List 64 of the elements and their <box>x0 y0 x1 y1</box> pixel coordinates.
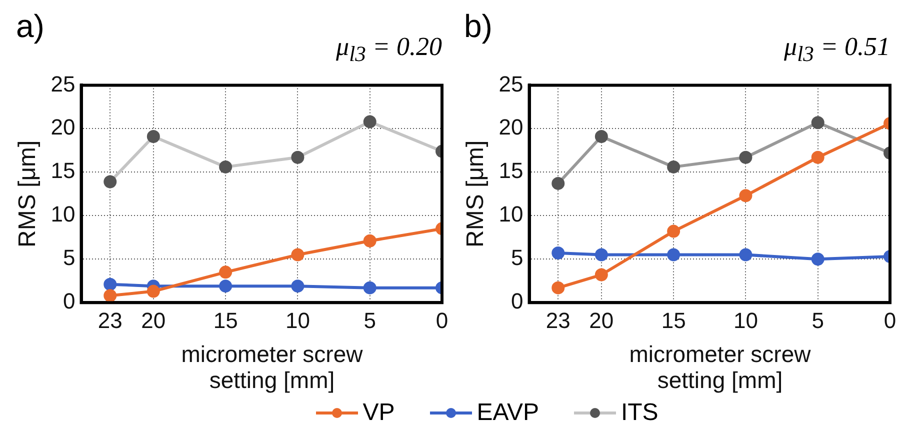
x-tick-label: 15 <box>213 308 238 333</box>
x-tick-label: 23 <box>98 308 122 333</box>
y-tick-label: 0 <box>63 288 76 314</box>
point <box>552 281 565 294</box>
point <box>363 281 376 294</box>
y-tick-label: 0 <box>511 288 524 314</box>
point <box>594 268 608 282</box>
x-tick-label: 15 <box>661 308 686 333</box>
point <box>811 116 824 130</box>
point <box>219 160 232 174</box>
y-tick-label: 5 <box>511 245 524 270</box>
point <box>739 150 752 164</box>
point <box>219 266 232 279</box>
x-tick-label: 0 <box>436 308 448 333</box>
point <box>552 176 565 190</box>
legend-label: VP <box>362 399 395 427</box>
y-tick-label: 20 <box>498 114 524 140</box>
x-axis-title: micrometer screw setting [mm] <box>628 341 812 393</box>
y-tick-label: 15 <box>50 158 76 184</box>
x-tick-label: 10 <box>285 308 310 333</box>
point <box>104 175 117 188</box>
point <box>739 248 752 262</box>
legend-label: EAVP <box>476 399 539 427</box>
point <box>146 284 160 298</box>
point <box>104 289 117 302</box>
point <box>146 130 160 144</box>
point <box>291 248 304 262</box>
point <box>594 248 608 262</box>
point <box>667 224 680 238</box>
point <box>667 248 680 262</box>
x-tick-label: 20 <box>589 308 614 333</box>
x-axis-title: micrometer screw setting [mm] <box>180 341 364 393</box>
point <box>594 130 608 144</box>
y-axis-title: RMS [μm] <box>462 140 490 248</box>
point <box>219 280 232 293</box>
point <box>667 160 680 174</box>
y-tick-label: 20 <box>50 114 76 140</box>
point <box>739 189 752 202</box>
x-tick-label: 5 <box>364 308 376 333</box>
y-tick-label: 10 <box>50 202 76 227</box>
y-tick-label: 25 <box>498 71 524 96</box>
y-axis-title: RMS [μm] <box>14 140 42 248</box>
chart-subtitle: μ$_{l3}$ = 0.51 <box>784 32 890 68</box>
point <box>811 150 824 164</box>
legend-label: ITS <box>620 399 658 427</box>
point <box>291 280 304 293</box>
chart-title: a) <box>16 8 44 45</box>
point <box>363 234 376 248</box>
chart-subtitle: μ$_{l3}$ = 0.20 <box>336 32 442 68</box>
chart-title: b) <box>464 8 492 45</box>
y-tick-label: 15 <box>498 158 524 184</box>
x-tick-label: 5 <box>812 308 824 333</box>
x-tick-label: 0 <box>884 308 896 333</box>
point <box>363 115 376 128</box>
point <box>291 150 304 164</box>
x-tick-label: 10 <box>733 308 758 333</box>
y-tick-label: 10 <box>498 202 524 227</box>
y-tick-label: 5 <box>63 245 76 270</box>
point <box>811 252 824 266</box>
x-tick-label: 23 <box>546 308 570 333</box>
point <box>104 278 117 291</box>
point <box>552 246 565 260</box>
x-tick-label: 20 <box>141 308 166 333</box>
y-tick-label: 25 <box>50 71 76 96</box>
